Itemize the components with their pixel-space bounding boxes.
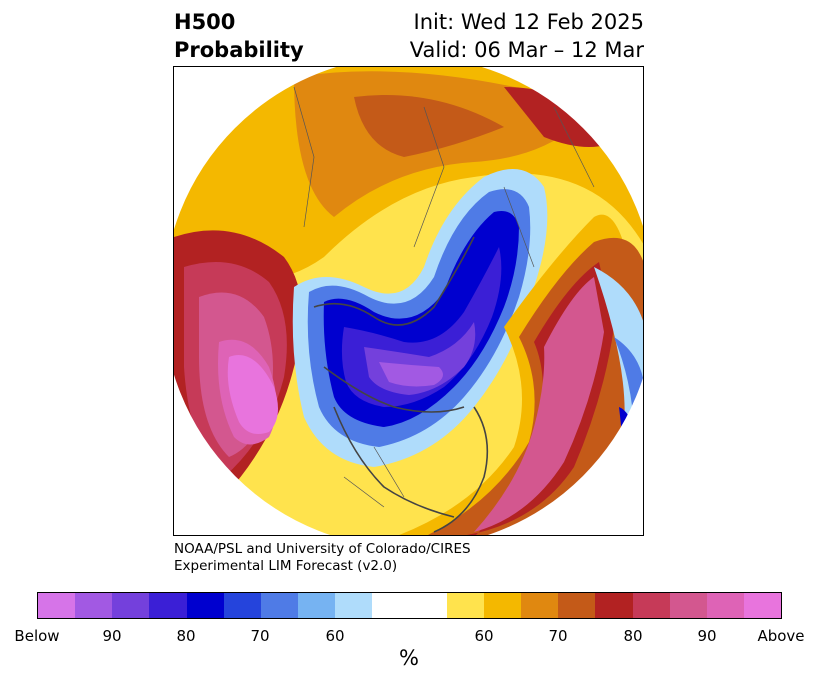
- colorbar-segment: [743, 593, 782, 618]
- colorbar-tick-below-60: 60: [325, 627, 345, 645]
- colorbar-tick-below: Below: [14, 627, 60, 645]
- colorbar-segment: [669, 593, 707, 618]
- colorbar-segment: [446, 593, 484, 618]
- contour-above-88-atlantic: [474, 277, 604, 532]
- colorbar-tick-above-90: 90: [697, 627, 717, 645]
- coastline: [313, 236, 489, 533]
- colorbar-tick-above-80: 80: [623, 627, 643, 645]
- colorbar-segment: [706, 593, 744, 618]
- credit-line2: Experimental LIM Forecast (v2.0): [174, 558, 398, 574]
- colorbar-unit: %: [399, 646, 419, 670]
- probability-map: [174, 67, 643, 535]
- colorbar-segment: [632, 593, 670, 618]
- colorbar-segment: [521, 593, 559, 618]
- colorbar-tick-below-80: 80: [176, 627, 196, 645]
- colorbar: [37, 592, 782, 619]
- colorbar-tick-above-60: 60: [474, 627, 494, 645]
- colorbar-tick-below-90: 90: [102, 627, 122, 645]
- map-panel: [173, 66, 644, 536]
- colorbar-segment: [335, 593, 373, 618]
- colorbar-segment: [260, 593, 299, 618]
- colorbar-segment: [372, 593, 410, 618]
- colorbar-tick-above: Above: [757, 627, 805, 645]
- colorbar-segment: [298, 593, 336, 618]
- contour-above-75-north: [354, 95, 504, 157]
- credit-block: NOAA/PSL and University of Colorado/CIRE…: [174, 541, 471, 575]
- valid-period: Valid: 06 Mar – 12 Mar: [409, 38, 644, 62]
- contour-above-max-pacific: [227, 355, 278, 435]
- colorbar-segment: [595, 593, 633, 618]
- init-date: Init: Wed 12 Feb 2025: [413, 10, 644, 34]
- colorbar-segment: [483, 593, 522, 618]
- colorbar-segment: [112, 593, 150, 618]
- colorbar-segment: [558, 593, 596, 618]
- colorbar-segment: [38, 593, 76, 618]
- colorbar-segment: [149, 593, 187, 618]
- colorbar-tick-below-70: 70: [250, 627, 270, 645]
- title-block: H500 Probability: [174, 8, 304, 64]
- contour-below-max: [379, 362, 443, 387]
- colorbar-segment: [409, 593, 447, 618]
- colorbar-segment: [186, 593, 224, 618]
- colorbar-tick-above-70: 70: [548, 627, 568, 645]
- title-line2: Probability: [174, 38, 304, 62]
- colorbar-segment: [223, 593, 261, 618]
- credit-line1: NOAA/PSL and University of Colorado/CIRE…: [174, 541, 471, 557]
- date-block: Init: Wed 12 Feb 2025 Valid: 06 Mar – 12…: [410, 8, 644, 64]
- title-line1: H500: [174, 10, 236, 34]
- colorbar-segment: [75, 593, 113, 618]
- political-boundaries: [293, 86, 595, 508]
